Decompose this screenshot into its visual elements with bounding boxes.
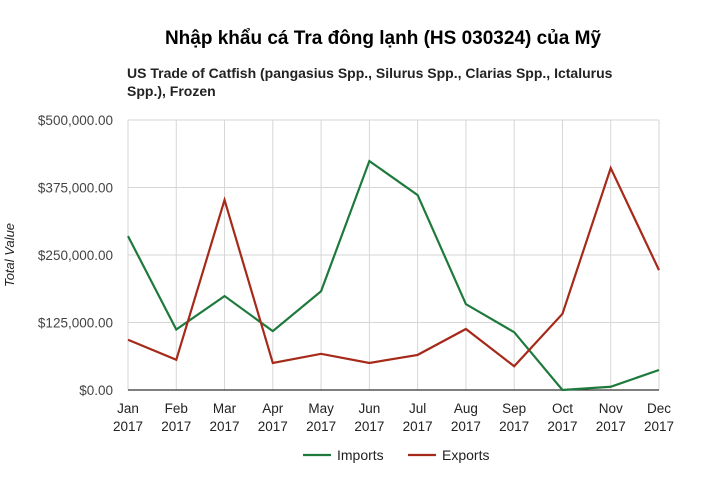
x-tick-label: Dec bbox=[647, 401, 671, 416]
x-tick-label: 2017 bbox=[210, 419, 240, 434]
x-tick-label: Nov bbox=[599, 401, 623, 416]
x-tick-label: 2017 bbox=[354, 419, 384, 434]
x-tick-label: Jun bbox=[358, 401, 380, 416]
x-tick-label: 2017 bbox=[258, 419, 288, 434]
y-tick-label: $375,000.00 bbox=[38, 181, 113, 196]
chart-subtitle: US Trade of Catfish (pangasius Spp., Sil… bbox=[127, 65, 613, 99]
y-tick-label: $125,000.00 bbox=[38, 316, 113, 331]
legend-label-imports[interactable]: Imports bbox=[337, 447, 384, 463]
x-tick-label: 2017 bbox=[113, 419, 143, 434]
x-tick-label: Jul bbox=[409, 401, 426, 416]
legend-label-exports[interactable]: Exports bbox=[442, 447, 489, 463]
x-tick-label: May bbox=[308, 401, 334, 416]
x-tick-label: 2017 bbox=[306, 419, 336, 434]
x-tick-label: 2017 bbox=[596, 419, 626, 434]
x-tick-label: Feb bbox=[165, 401, 188, 416]
x-tick-label: 2017 bbox=[644, 419, 674, 434]
x-tick-label: 2017 bbox=[499, 419, 529, 434]
x-tick-label: Jan bbox=[117, 401, 139, 416]
x-tick-label: 2017 bbox=[451, 419, 481, 434]
x-tick-label: Mar bbox=[213, 401, 237, 416]
x-tick-label: Oct bbox=[552, 401, 573, 416]
chart-title: Nhập khẩu cá Tra đông lạnh (HS 030324) c… bbox=[164, 28, 602, 49]
y-tick-label: $500,000.00 bbox=[38, 113, 113, 128]
y-axis-label: Total Value bbox=[2, 223, 17, 287]
series-line-exports[interactable] bbox=[127, 165, 660, 368]
x-tick-label: Aug bbox=[454, 401, 478, 416]
x-tick-label: Sep bbox=[502, 401, 526, 416]
y-tick-label: $0.00 bbox=[79, 383, 113, 398]
x-tick-label: 2017 bbox=[403, 419, 433, 434]
x-tick-label: 2017 bbox=[547, 419, 577, 434]
x-tick-label: 2017 bbox=[161, 419, 191, 434]
y-tick-label: $250,000.00 bbox=[38, 248, 113, 263]
x-tick-label: Apr bbox=[262, 401, 284, 416]
series-line-imports[interactable] bbox=[127, 159, 660, 392]
